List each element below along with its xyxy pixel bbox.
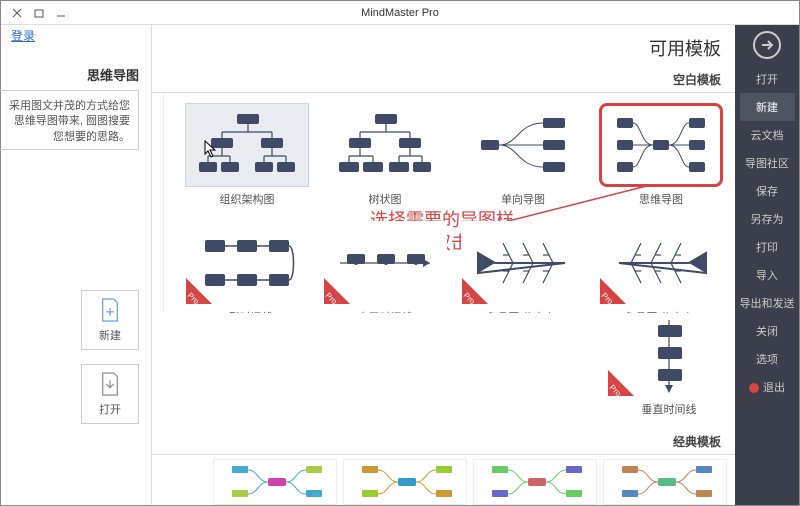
sidebar-item-5[interactable]: 另存为 bbox=[740, 205, 795, 233]
scrollbar[interactable] bbox=[152, 93, 164, 313]
login-link[interactable]: 登录 bbox=[11, 27, 35, 44]
sidebar-item-7[interactable]: 导入 bbox=[740, 261, 795, 289]
sidebar-item-1[interactable]: 新建 bbox=[740, 93, 795, 121]
section-blank: 空白模板 bbox=[152, 67, 735, 93]
left-column: 思维导图 采用图文并茂的方式给您思维导图带来, 囫图搜要您想要的思路。 新建 打… bbox=[1, 25, 151, 505]
back-arrow-icon[interactable] bbox=[753, 31, 781, 59]
sidebar-item-3[interactable]: 导图社区 bbox=[740, 149, 795, 177]
classic-gallery bbox=[152, 455, 735, 505]
sidebar-item-11[interactable]: 退出 bbox=[740, 373, 795, 401]
classic-template-0[interactable] bbox=[603, 459, 727, 505]
pro-badge bbox=[608, 370, 634, 396]
pro-badge bbox=[186, 278, 212, 304]
window-title: MindMaster Pro bbox=[1, 7, 799, 19]
quick-new-label: 新建 bbox=[99, 327, 121, 343]
template-label: 思维导图 bbox=[639, 191, 683, 207]
template-label: 单向导图 bbox=[501, 191, 545, 207]
sidebar-item-9[interactable]: 关闭 bbox=[740, 317, 795, 345]
file-plus-icon bbox=[99, 297, 121, 323]
template-r3-0[interactable]: 垂直时间线 bbox=[603, 313, 735, 425]
quick-open-label: 打开 bbox=[99, 401, 121, 417]
left-heading: 思维导图 bbox=[87, 65, 139, 84]
main-panel: 可用模板 空白模板 选择需要的导图样式，双击新建。 思维导图 单向导图 bbox=[151, 25, 735, 505]
close-icon[interactable] bbox=[11, 7, 23, 19]
template-7[interactable]: S型时间线 bbox=[181, 221, 313, 313]
classic-template-1[interactable] bbox=[473, 459, 597, 505]
template-label: 树状图 bbox=[369, 191, 402, 207]
template-label: 垂直时间线 bbox=[642, 401, 697, 417]
file-arrow-icon bbox=[99, 371, 121, 397]
template-label: 水平时间线 bbox=[358, 309, 413, 313]
classic-template-3[interactable] bbox=[213, 459, 337, 505]
section-classic: 经典模板 bbox=[152, 429, 735, 455]
template-2[interactable]: 树状图 bbox=[319, 103, 451, 215]
template-1[interactable]: 单向导图 bbox=[457, 103, 589, 215]
template-label: 组织架构图 bbox=[220, 191, 275, 207]
titlebar: MindMaster Pro bbox=[1, 1, 799, 25]
sidebar-item-0[interactable]: 打开 bbox=[740, 65, 795, 93]
pro-badge bbox=[462, 278, 488, 304]
template-gallery: 选择需要的导图样式，双击新建。 思维导图 单向导图 树状图 组织架构图 bbox=[152, 93, 735, 313]
sidebar-item-6[interactable]: 打印 bbox=[740, 233, 795, 261]
template-5[interactable]: 鱼骨图(头向左) bbox=[457, 221, 589, 313]
sidebar-item-4[interactable]: 保存 bbox=[740, 177, 795, 205]
classic-template-2[interactable] bbox=[343, 459, 467, 505]
sidebar-item-10[interactable]: 选项 bbox=[740, 345, 795, 373]
pro-badge bbox=[600, 278, 626, 304]
quick-new-button[interactable]: 新建 bbox=[81, 290, 139, 350]
template-0[interactable]: 思维导图 bbox=[595, 103, 727, 215]
template-4[interactable]: 鱼骨图(头向右) bbox=[595, 221, 727, 313]
template-gallery-row3: 垂直时间线 bbox=[152, 313, 735, 425]
pro-badge bbox=[324, 278, 350, 304]
template-6[interactable]: 水平时间线 bbox=[319, 221, 451, 313]
template-3[interactable]: 组织架构图 bbox=[181, 103, 313, 215]
sidebar-item-2[interactable]: 云文档 bbox=[740, 121, 795, 149]
template-label: 鱼骨图(头向左) bbox=[486, 309, 559, 313]
app-window: MindMaster Pro 登录 打开新建云文档导图社区保存另存为打印导入导出… bbox=[0, 0, 800, 506]
sidebar-item-8[interactable]: 导出和发送 bbox=[740, 289, 795, 317]
left-description: 采用图文并茂的方式给您思维导图带来, 囫图搜要您想要的思路。 bbox=[0, 90, 139, 150]
nav-sidebar: 打开新建云文档导图社区保存另存为打印导入导出和发送关闭选项退出 bbox=[735, 25, 799, 505]
quick-open-button[interactable]: 打开 bbox=[81, 364, 139, 424]
template-label: S型时间线 bbox=[221, 309, 272, 313]
minimize-icon[interactable] bbox=[55, 7, 67, 19]
main-header: 可用模板 bbox=[152, 25, 735, 67]
maximize-icon[interactable] bbox=[33, 7, 45, 19]
